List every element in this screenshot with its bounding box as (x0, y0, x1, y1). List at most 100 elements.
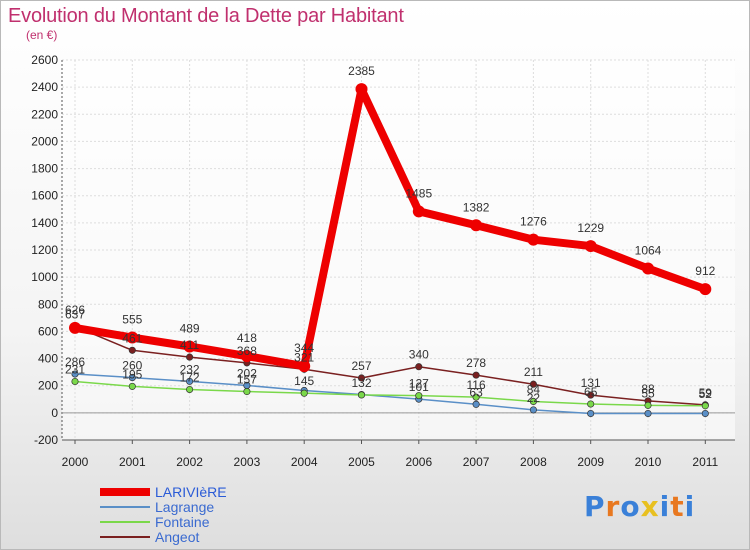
x-tick-label: 2004 (291, 455, 318, 469)
data-label-larivière: 555 (122, 313, 142, 327)
data-point-fontaine (529, 397, 537, 406)
data-label-larivière: 626 (65, 303, 85, 317)
data-point-angeot (472, 371, 480, 379)
data-label-angeot: 340 (409, 348, 429, 362)
data-label-angeot: 211 (524, 365, 543, 379)
data-point-lagrange (529, 406, 537, 414)
data-label-angeot: 131 (581, 376, 601, 390)
data-point-fontaine (71, 377, 79, 386)
data-point-larivière (470, 219, 483, 232)
series-line-larivière (71, 85, 710, 371)
data-point-angeot (186, 353, 194, 361)
data-point-fontaine (644, 401, 652, 409)
data-point-lagrange (587, 409, 595, 418)
data-label-fontaine: 231 (65, 363, 85, 377)
x-tick-label: 2006 (405, 455, 432, 469)
data-label-angeot: 461 (122, 331, 142, 345)
data-label-lagrange: 63 (469, 385, 483, 399)
y-tick-label: 1000 (31, 270, 58, 284)
series-line-angeot (74, 325, 707, 406)
data-point-lagrange (644, 409, 652, 418)
data-point-angeot (587, 391, 595, 399)
data-label-lagrange: 260 (122, 359, 142, 373)
x-tick-label: 2009 (577, 455, 604, 469)
x-tick-label: 2007 (463, 455, 490, 469)
data-label-fontaine: 172 (180, 371, 200, 385)
x-tick-label: 2000 (62, 455, 89, 469)
data-label-angeot: 321 (294, 350, 314, 364)
series-larivière (69, 83, 712, 373)
data-label-larivière: 344 (294, 341, 314, 355)
logo-letter: i (684, 490, 696, 523)
data-point-lagrange (472, 400, 480, 408)
data-label-larivière: 2385 (348, 64, 375, 78)
data-label-lagrange: 101 (409, 380, 429, 394)
data-label-angeot: 278 (466, 356, 486, 370)
y-tick-label: -200 (34, 433, 58, 447)
data-label-angeot: 368 (237, 344, 257, 358)
data-point-larivière (298, 360, 311, 373)
y-tick-label: 0 (51, 406, 58, 420)
data-point-angeot (128, 346, 136, 354)
series-line-fontaine (74, 380, 707, 407)
y-tick-label: 2400 (31, 80, 58, 94)
logo-letter: t (670, 490, 685, 523)
data-point-larivière (126, 331, 139, 344)
data-label-lagrange: 202 (237, 366, 257, 380)
logo-letter: o (620, 490, 641, 523)
data-point-lagrange (701, 409, 709, 418)
data-point-fontaine (186, 385, 194, 394)
logo-letter: i (659, 490, 671, 523)
data-point-fontaine (128, 382, 136, 390)
data-point-fontaine (357, 391, 366, 399)
data-point-fontaine (243, 387, 251, 396)
data-label-lagrange: 232 (180, 362, 200, 376)
x-tick-label: 2005 (348, 455, 375, 469)
data-label-fontaine: 145 (294, 374, 314, 388)
legend-label-larivière: LARIVIèRE (155, 484, 227, 500)
data-point-larivière (642, 262, 654, 275)
data-label-larivière: 1382 (463, 200, 490, 214)
data-label-angeot: 59 (699, 386, 713, 400)
y-tick-label: 1400 (31, 216, 58, 230)
data-label-lagrange: 286 (65, 355, 85, 369)
data-label-angeot: 88 (641, 382, 655, 396)
data-label-angeot: 637 (65, 307, 85, 321)
data-label-larivière: 418 (237, 331, 257, 345)
data-point-larivière (355, 83, 368, 96)
y-tick-label: 800 (38, 297, 58, 311)
y-tick-label: 600 (38, 324, 58, 338)
y-tick-label: 2000 (31, 134, 58, 148)
data-point-fontaine (472, 393, 480, 401)
data-label-fontaine: 52 (699, 387, 713, 401)
legend-label-angeot: Angeot (155, 529, 199, 545)
data-label-larivière: 1229 (577, 221, 604, 235)
proxiti-logo: Proxiti (584, 490, 695, 523)
logo-letter: r (605, 490, 621, 523)
y-tick-label: 1200 (31, 243, 58, 257)
x-tick-label: 2001 (119, 455, 146, 469)
x-tick-label: 2011 (692, 455, 718, 469)
x-tick-label: 2003 (234, 455, 261, 469)
data-point-angeot (529, 380, 537, 388)
data-label-larivière: 912 (695, 264, 715, 278)
y-tick-label: 1600 (31, 189, 58, 203)
data-label-fontaine: 157 (237, 373, 257, 387)
data-point-fontaine (415, 392, 423, 400)
data-label-fontaine: 65 (584, 385, 598, 399)
data-label-angeot: 411 (180, 338, 199, 352)
data-point-fontaine (587, 400, 595, 408)
logo-letter: x (640, 490, 660, 523)
data-point-lagrange (186, 377, 194, 385)
data-label-angeot: 257 (351, 359, 371, 373)
y-tick-label: 400 (38, 352, 58, 366)
data-point-fontaine (300, 389, 308, 397)
data-label-larivière: 1064 (635, 243, 662, 257)
y-tick-label: 2200 (31, 107, 58, 121)
data-label-fontaine: 132 (351, 376, 371, 390)
data-point-larivière (527, 233, 540, 246)
data-label-fontaine: 127 (409, 377, 429, 391)
data-point-larivière (183, 340, 196, 353)
data-label-larivière: 1276 (520, 215, 547, 229)
